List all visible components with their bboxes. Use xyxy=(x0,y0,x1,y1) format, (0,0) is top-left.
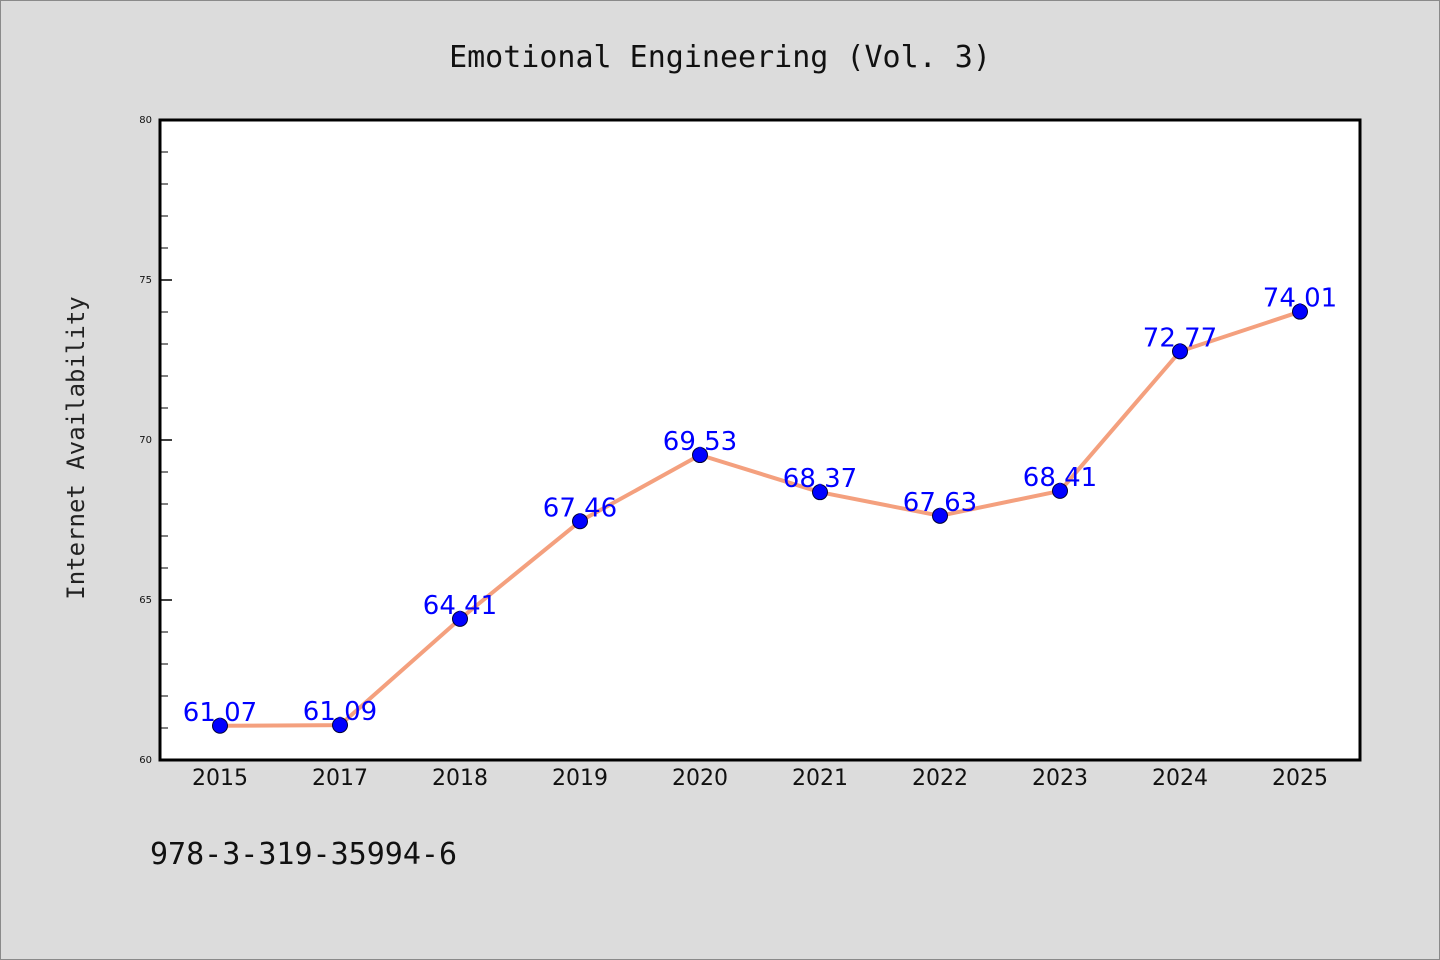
data-point xyxy=(932,507,948,524)
data-label: 74.01 xyxy=(1263,284,1337,314)
data-label: 61.07 xyxy=(183,698,257,728)
data-point xyxy=(1292,303,1308,320)
plot-area xyxy=(158,118,1362,762)
data-label: 68.41 xyxy=(1023,463,1097,493)
data-label: 68.37 xyxy=(783,464,857,494)
data-point xyxy=(452,610,468,627)
y-axis-label: Internet Availability xyxy=(62,296,90,599)
data-points xyxy=(212,303,1308,734)
data-label: 64.41 xyxy=(423,591,497,621)
data-label: 72.77 xyxy=(1143,323,1217,353)
data-point xyxy=(812,484,828,501)
x-tick-label: 2025 xyxy=(1272,766,1328,791)
chart-title: Emotional Engineering (Vol. 3) xyxy=(449,40,991,75)
data-point xyxy=(572,513,588,530)
data-point xyxy=(692,447,708,464)
data-point xyxy=(1052,482,1068,499)
x-tick-label: 2020 xyxy=(672,766,728,791)
data-point xyxy=(332,717,348,734)
x-tick-label: 2021 xyxy=(792,766,848,791)
y-tick-label: 70 xyxy=(139,435,152,446)
isbn-text: 978-3-319-35994-6 xyxy=(150,837,457,872)
data-label: 69.53 xyxy=(663,427,737,457)
x-tick-label: 2015 xyxy=(192,766,248,791)
x-tick-label: 2019 xyxy=(552,766,608,791)
x-axis-ticks: 2015 2017 2018 2019 2020 2021 2022 2023 2024 2025 xyxy=(192,766,1328,791)
data-label: 67.63 xyxy=(903,488,977,518)
x-tick-label: 2017 xyxy=(312,766,368,791)
data-label: 67.46 xyxy=(543,493,617,523)
y-axis-ticks: 60 65 70 75 80 xyxy=(139,115,172,766)
y-tick-label: 65 xyxy=(139,595,152,606)
x-tick-label: 2024 xyxy=(1152,766,1208,791)
x-tick-label: 2022 xyxy=(912,766,968,791)
y-tick-label: 75 xyxy=(139,275,152,286)
x-tick-label: 2018 xyxy=(432,766,488,791)
x-tick-label: 2023 xyxy=(1032,766,1088,791)
series-line xyxy=(218,309,1302,728)
data-labels: 61.07 61.09 64.41 67.46 69.53 68.37 67.63 68.41… xyxy=(183,284,1337,728)
y-tick-label: 80 xyxy=(139,115,152,126)
y-tick-label: 60 xyxy=(139,755,152,766)
data-point xyxy=(212,717,228,734)
data-label: 61.09 xyxy=(303,697,377,727)
data-point xyxy=(1172,343,1188,360)
